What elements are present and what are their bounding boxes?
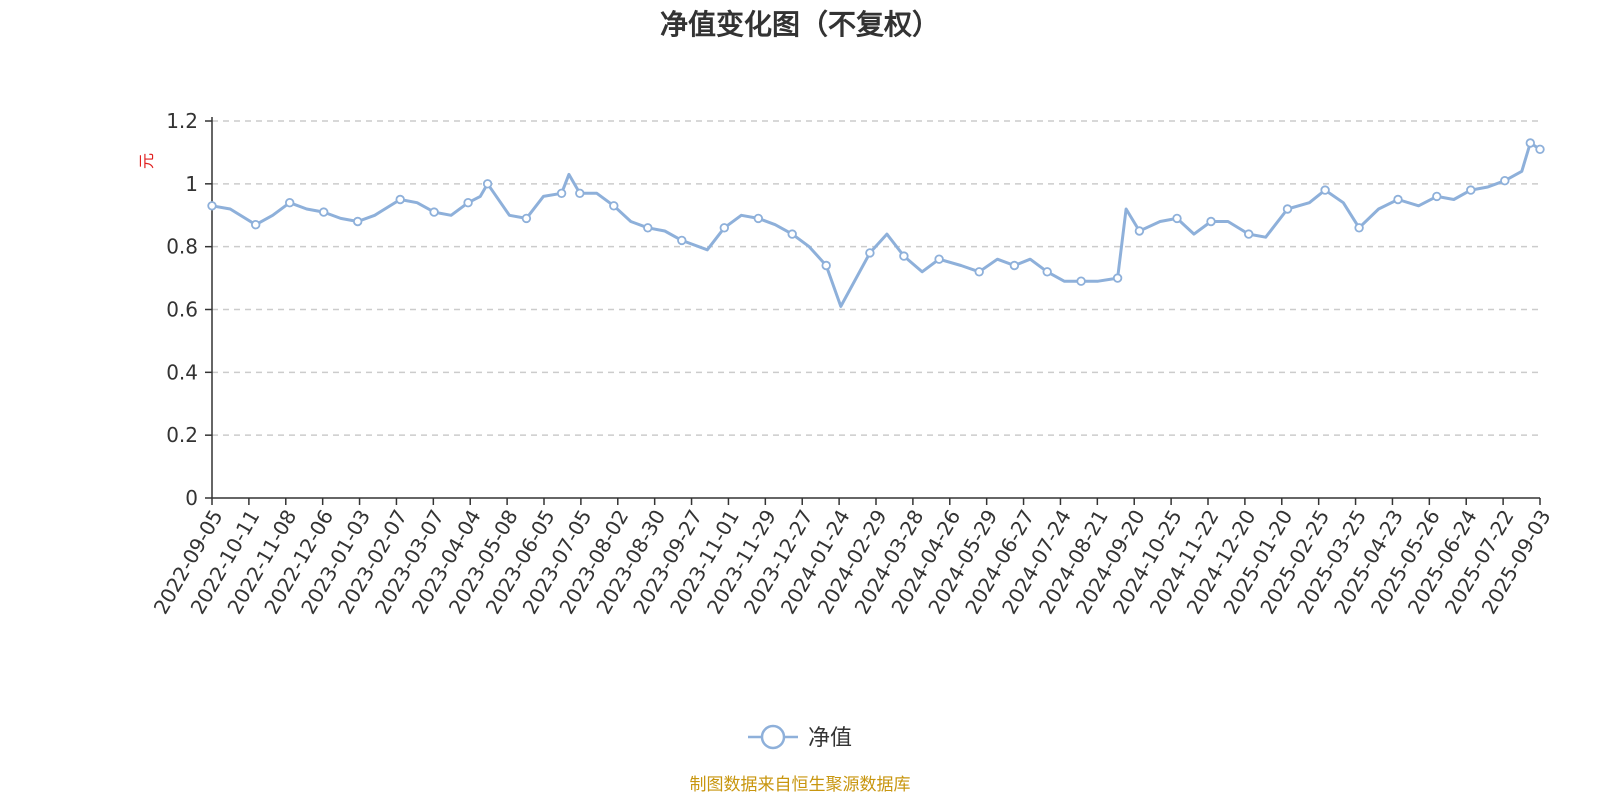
data-point[interactable] [1354,223,1364,233]
data-point[interactable] [719,223,729,233]
grid-lines [212,120,1540,436]
data-point[interactable] [1076,276,1086,286]
data-point[interactable] [1206,216,1216,227]
data-point[interactable] [1525,138,1535,148]
data-point[interactable] [207,201,217,211]
data-point[interactable] [482,179,493,189]
data-point[interactable] [319,207,329,217]
y-tick-label: 0.8 [166,235,198,259]
data-point[interactable] [429,207,439,217]
legend-label: 净值 [808,726,852,751]
data-point[interactable] [1009,260,1020,271]
data-point[interactable] [521,213,532,224]
data-point[interactable] [787,229,797,239]
legend[interactable]: 净值 [748,724,852,751]
data-point[interactable] [395,194,405,205]
data-point[interactable] [1243,229,1254,239]
data-point[interactable] [1500,175,1510,186]
y-axis-label: 元 [137,153,156,169]
data-point[interactable] [1134,226,1145,236]
source-note: 制图数据来自恒生聚源数据库 [690,775,911,795]
chart-title: 净值变化图（不复权） [660,8,940,41]
y-tick-label: 0.6 [166,298,198,322]
y-tick-label: 0 [185,486,198,510]
data-point[interactable] [974,267,984,277]
data-point[interactable] [934,254,944,264]
data-point[interactable] [285,197,295,208]
data-point[interactable] [463,197,473,208]
y-tick-label: 0.4 [166,360,198,384]
data-point[interactable] [1535,144,1545,154]
data-point[interactable] [575,188,585,198]
data-point[interactable] [899,251,909,261]
y-tick-labels: 0 0.2 0.4 0.6 0.8 1 1.2 [166,109,198,510]
data-point[interactable] [609,201,619,211]
data-point[interactable] [1432,191,1442,202]
axes [205,117,1541,505]
data-point[interactable] [1172,213,1182,224]
data-point[interactable] [821,260,831,271]
data-point[interactable] [1112,273,1123,283]
data-point[interactable] [643,223,653,233]
data-point[interactable] [556,188,567,198]
data-point[interactable] [865,248,875,258]
data-point[interactable] [1466,185,1476,195]
legend-circle-icon [760,724,786,750]
data-point[interactable] [677,235,687,246]
y-tick-label: 1.2 [166,109,198,133]
data-point[interactable] [250,219,261,230]
y-tick-label: 1 [185,172,198,196]
data-point[interactable] [1393,194,1403,205]
data-point[interactable] [1282,204,1293,214]
data-point[interactable] [353,216,363,227]
y-tick-label: 0.2 [166,423,198,447]
series-net-value [207,138,1545,308]
series-line [211,141,1541,308]
data-point[interactable] [1320,185,1330,195]
data-point[interactable] [1042,267,1052,277]
data-point[interactable] [753,213,763,224]
x-tick-labels: 2022-09-052022-10-112022-11-082022-12-06… [149,506,1556,619]
